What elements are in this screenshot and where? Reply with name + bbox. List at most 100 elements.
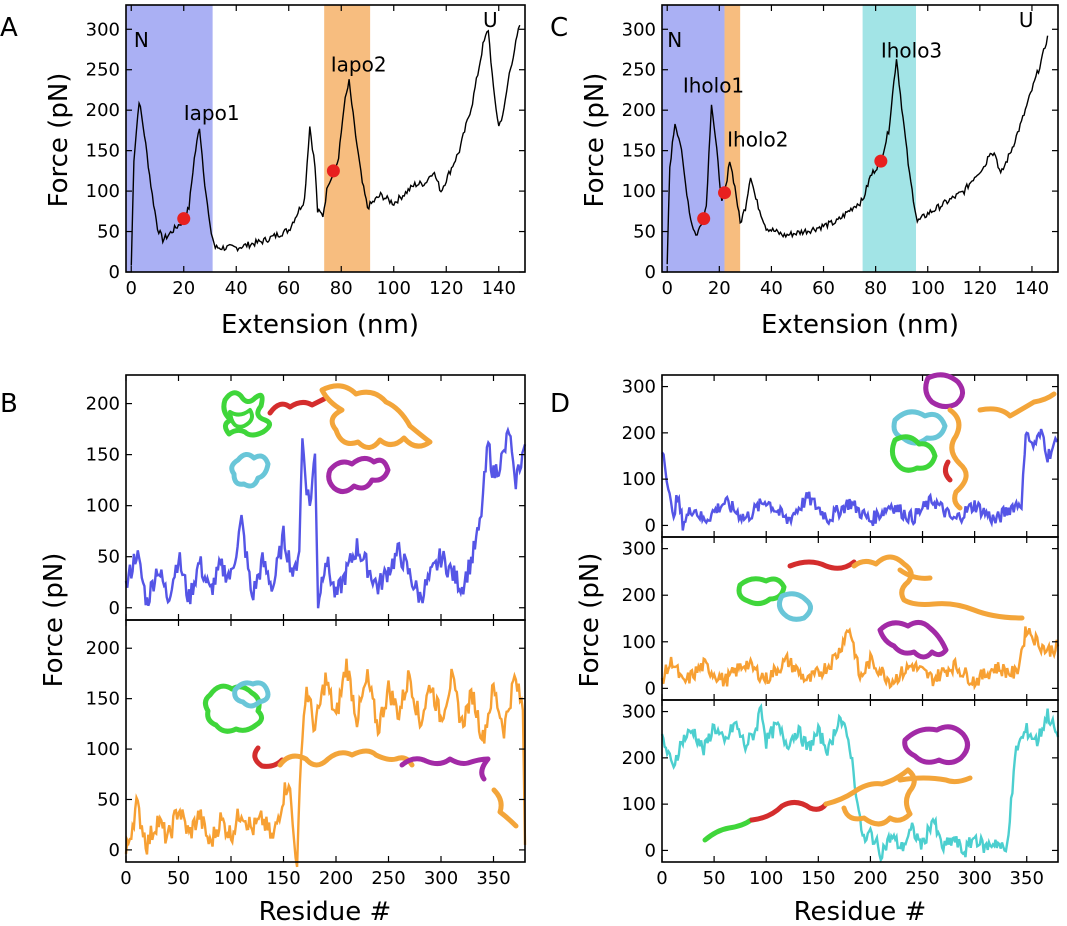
x-tick-label: 0 xyxy=(126,278,137,299)
y-tick-label: 250 xyxy=(622,60,656,81)
shaded-region xyxy=(126,5,213,272)
y-tick-label: 0 xyxy=(645,840,656,861)
x-tick-label: 300 xyxy=(424,868,458,889)
y-tick-label: 200 xyxy=(86,638,120,659)
annotation-label: Iapo1 xyxy=(184,101,240,125)
y-tick-label: 200 xyxy=(622,585,656,606)
y-tick-label: 0 xyxy=(645,678,656,699)
y-tick-label: 0 xyxy=(645,515,656,536)
shaded-region xyxy=(862,5,917,272)
panel-d-xlabel: Residue # xyxy=(794,897,927,926)
x-tick-label: 0 xyxy=(656,868,667,889)
x-tick-label: 60 xyxy=(812,278,835,299)
y-tick-label: 100 xyxy=(622,794,656,815)
plot-a: N Iapo1 Iapo2 U 0 50 100 150 200 250 300 0 20 40 60 80 1… xyxy=(86,4,526,299)
y-tick-label: 300 xyxy=(622,377,656,398)
x-tick-label: 300 xyxy=(957,868,991,889)
axes-frame xyxy=(661,699,1059,863)
axes-frame xyxy=(125,4,526,273)
x-tick-label: 150 xyxy=(801,868,835,889)
panel-label-b: B xyxy=(0,389,18,419)
x-tick-label: 100 xyxy=(911,278,945,299)
annotation-label: Iholo3 xyxy=(881,39,942,63)
x-tick-label: 60 xyxy=(277,278,300,299)
x-tick-label: 40 xyxy=(225,278,248,299)
x-tick-label: 120 xyxy=(963,278,997,299)
x-tick-label: 140 xyxy=(1015,278,1049,299)
data-trace xyxy=(660,626,1060,691)
data-trace xyxy=(661,428,1059,531)
panel-c-ylabel: Force (pN) xyxy=(580,73,610,208)
x-tick-label: 250 xyxy=(371,868,405,889)
x-tick-label: 80 xyxy=(330,278,353,299)
y-tick-label: 50 xyxy=(97,222,120,243)
protein-structure-b-top xyxy=(221,383,433,494)
panel-b-ylabel: Force (pN) xyxy=(39,553,69,688)
data-trace xyxy=(124,658,527,868)
y-tick-label: 200 xyxy=(86,100,120,121)
red-marker xyxy=(874,154,888,168)
y-tick-label: 200 xyxy=(622,100,656,121)
x-tick-label: 250 xyxy=(905,868,939,889)
y-tick-label: 300 xyxy=(622,19,656,40)
panel-label-c: C xyxy=(550,13,568,43)
protein-structure-d-top xyxy=(889,372,1057,511)
x-tick-label: 350 xyxy=(476,868,510,889)
panel-label-a: A xyxy=(0,13,18,43)
y-tick-label: 150 xyxy=(86,445,120,466)
y-tick-label: 250 xyxy=(86,60,120,81)
annotation-label: U xyxy=(1019,8,1034,32)
plot-d-bottom: 0 100 200 300 0 50 100 150 200 250 300 350 xyxy=(622,699,1060,889)
x-tick-label: 50 xyxy=(167,868,190,889)
red-marker xyxy=(718,186,732,200)
plot-b-bottom: 0 50 100 150 200 0 50 100 150 200 250 300 350 xyxy=(86,619,527,889)
y-tick-label: 0 xyxy=(109,840,120,861)
y-tick-label: 100 xyxy=(86,739,120,760)
panel-label-d: D xyxy=(550,389,570,419)
x-tick-label: 0 xyxy=(120,868,131,889)
x-tick-label: 120 xyxy=(429,278,463,299)
x-tick-label: 100 xyxy=(214,868,248,889)
x-tick-label: 20 xyxy=(708,278,731,299)
x-tick-label: 20 xyxy=(172,278,195,299)
panel-a-ylabel: Force (pN) xyxy=(44,73,74,208)
annotation-label: N xyxy=(667,28,682,52)
x-tick-label: 50 xyxy=(703,868,726,889)
plot-d-middle: 0 100 200 300 xyxy=(622,536,1060,701)
panel-d-ylabel: Force (pN) xyxy=(575,553,605,688)
protein-structure-b-bottom xyxy=(202,680,519,829)
annotation-label: Iholo1 xyxy=(683,73,744,97)
y-tick-label: 150 xyxy=(86,141,120,162)
x-tick-label: 350 xyxy=(1010,868,1044,889)
red-marker xyxy=(697,212,711,226)
y-tick-label: 0 xyxy=(645,262,656,283)
y-tick-label: 300 xyxy=(622,539,656,560)
annotation-label: Iapo2 xyxy=(331,52,387,76)
annotation-label: N xyxy=(134,28,149,52)
y-tick-label: 150 xyxy=(86,689,120,710)
y-tick-label: 150 xyxy=(622,141,656,162)
x-tick-label: 150 xyxy=(266,868,300,889)
axes-frame xyxy=(661,4,1059,273)
red-marker xyxy=(326,164,340,178)
y-tick-label: 100 xyxy=(86,181,120,202)
plot-b-top: 0 50 100 150 200 xyxy=(86,374,527,621)
panel-c-xlabel: Extension (nm) xyxy=(761,310,959,340)
annotation-label: U xyxy=(483,8,498,32)
y-tick-label: 100 xyxy=(622,632,656,653)
x-tick-label: 200 xyxy=(319,868,353,889)
panel-a-xlabel: Extension (nm) xyxy=(221,310,419,340)
y-tick-label: 100 xyxy=(86,496,120,517)
y-tick-label: 50 xyxy=(97,789,120,810)
shaded-region xyxy=(324,5,371,272)
data-trace xyxy=(124,426,527,609)
annotation-label: Iholo2 xyxy=(727,128,788,152)
protein-structure-d-bottom xyxy=(702,724,973,843)
y-tick-label: 200 xyxy=(622,423,656,444)
y-tick-label: 200 xyxy=(622,748,656,769)
data-trace xyxy=(660,703,1060,864)
x-tick-label: 80 xyxy=(864,278,887,299)
y-tick-label: 100 xyxy=(622,181,656,202)
